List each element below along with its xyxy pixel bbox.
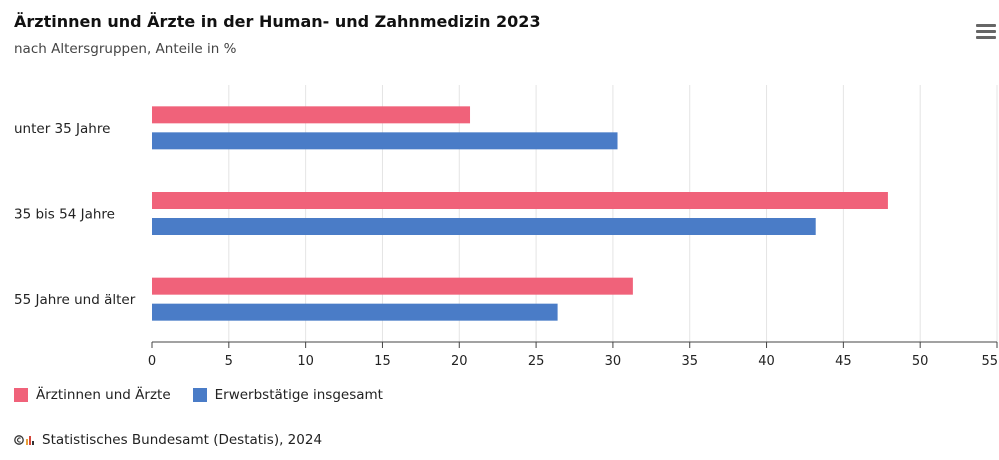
chart-subtitle: nach Altersgruppen, Anteile in % (14, 41, 237, 57)
x-tick-label: 30 (605, 354, 622, 369)
chart-title: Ärztinnen und Ärzte in der Human- und Za… (14, 12, 541, 31)
x-tick-label: 10 (297, 354, 314, 369)
x-tick-label: 35 (681, 354, 698, 369)
copyright-destatis-logo-icon (14, 435, 34, 445)
x-tick-label: 25 (528, 354, 545, 369)
x-tick-label: 5 (225, 354, 233, 369)
legend-item-aerzte[interactable]: Ärztinnen und Ärzte (14, 387, 171, 403)
x-tick-label: 0 (148, 354, 156, 369)
bar[interactable] (152, 132, 618, 150)
hamburger-menu-icon[interactable] (976, 24, 996, 40)
legend-swatch-erwerbstaetige (192, 388, 207, 402)
bar[interactable] (152, 192, 888, 209)
source-credit: Statistisches Bundesamt (Destatis), 2024 (14, 432, 322, 448)
x-tick-label: 45 (835, 354, 852, 369)
x-tick-label: 20 (451, 354, 468, 369)
x-tick-label: 15 (374, 354, 391, 369)
x-tick-label: 55 (981, 354, 998, 369)
bar[interactable] (152, 303, 558, 321)
x-tick-label: 50 (912, 354, 929, 369)
legend-label-aerzte: Ärztinnen und Ärzte (36, 387, 171, 403)
bar[interactable] (152, 277, 633, 295)
bar[interactable] (152, 218, 816, 235)
legend: Ärztinnen und Ärzte Erwerbstätige insges… (14, 387, 405, 403)
legend-swatch-aerzte (14, 388, 28, 402)
bar[interactable] (152, 106, 471, 124)
category-label: unter 35 Jahre (14, 121, 110, 137)
bar-chart: unter 35 Jahre 35 bis 54 Jahre 55 Jahre un… (14, 85, 998, 369)
category-label: 35 bis 54 Jahre (14, 207, 115, 223)
legend-label-erwerbstaetige: Erwerbstätige insgesamt (214, 387, 383, 403)
credit-text: Statistisches Bundesamt (Destatis), 2024 (42, 432, 323, 448)
category-label: 55 Jahre und älter (14, 292, 136, 308)
legend-item-erwerbstaetige[interactable]: Erwerbstätige insgesamt (192, 387, 383, 403)
x-tick-label: 40 (758, 354, 775, 369)
